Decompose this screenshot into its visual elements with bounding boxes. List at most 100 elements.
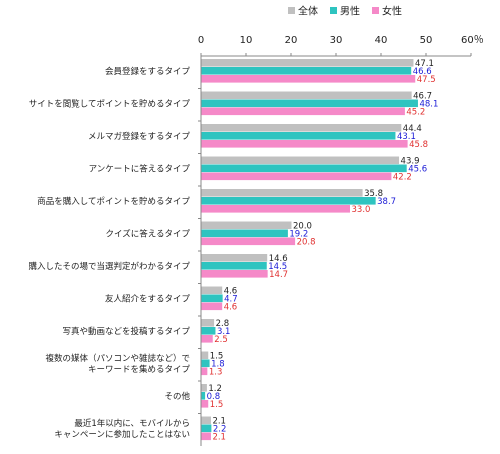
value-label: 14.5 [268,262,287,272]
value-label: 42.2 [393,172,412,182]
category-label: クイズに答えるタイプ [106,228,191,239]
value-label: 14.7 [269,270,288,280]
value-label: 33.0 [352,205,371,215]
value-label: 0.8 [207,392,221,402]
x-tick-label: 0 [198,35,204,46]
bar-全体 [201,286,223,295]
bar-男性 [201,132,396,140]
bar-男性 [201,99,418,108]
category-label: 最近1年以内に、モバイルから [74,418,190,429]
x-tick-label: 40 [375,35,388,46]
value-label: 1.3 [209,367,223,377]
bar-全体 [201,351,209,360]
legend-swatch-2 [330,7,337,14]
bar-全体 [201,91,412,100]
bar-全体 [201,124,402,132]
category-label: メルマガ登録をするタイプ [88,131,191,142]
value-label: 1.2 [208,384,222,394]
value-label: 2.2 [213,424,227,434]
bar-全体 [201,416,211,425]
value-label: 44.4 [403,124,422,134]
bar-女性 [201,172,392,181]
category-label: キャンペーンに参加したことはない [54,429,190,440]
bar-女性 [201,432,211,441]
value-label: 45.8 [409,140,428,150]
value-label: 2.1 [212,416,226,426]
value-label: 2.1 [212,432,226,442]
legend-label-3: 女性 [382,5,402,18]
bar-女性 [201,335,213,343]
bar-女性 [201,107,405,116]
bar-女性 [201,140,408,148]
category-label: 複数の媒体（パソコンや雑誌など）で [45,353,190,364]
category-label: 商品を購入してポイントを貯めるタイプ [37,196,190,207]
bar-男性 [201,392,206,400]
bar-男性 [201,327,216,335]
bar-女性 [201,367,208,376]
legend-swatch-1 [288,7,295,14]
bar-全体 [201,59,414,67]
value-label: 2.5 [214,335,228,345]
bar-男性 [201,229,288,238]
bar-全体 [201,319,215,327]
bar-男性 [201,424,212,433]
value-label: 38.7 [377,197,396,207]
x-tick-label: 10 [240,35,253,46]
bar-全体 [201,156,400,165]
category-label: サイトを閲覧してポイントを貯めるタイプ [29,98,191,109]
category-label: 友人紹介をするタイプ [105,293,191,304]
value-label: 1.8 [211,359,225,369]
value-label: 3.1 [217,327,231,337]
value-label: 20.8 [297,237,316,247]
legend-swatch-3 [372,7,379,14]
value-label: 1.5 [210,351,224,361]
category-label: アンケートに答えるタイプ [89,163,191,174]
bar-男性 [201,359,210,368]
value-label: 14.6 [269,254,288,264]
bar-女性 [201,205,350,213]
x-tick-label: 60％ [461,35,484,46]
value-label: 47.5 [417,75,436,85]
bar-男性 [201,294,223,303]
value-label: 43.1 [397,132,416,142]
bar-女性 [201,75,416,83]
category-label: 会員登録をするタイプ [105,66,191,77]
bar-女性 [201,400,209,408]
legend-label-1: 全体 [298,5,318,18]
value-label: 45.2 [406,107,425,117]
category-label: 写真や動画などを投稿するタイプ [62,326,190,337]
bar-男性 [201,262,267,270]
x-tick-label: 20 [285,35,298,46]
value-label: 1.5 [210,400,224,410]
bar-全体 [201,189,363,197]
x-tick-label: 30 [330,35,343,46]
bar-女性 [201,270,268,278]
bar-全体 [201,221,292,230]
value-label: 2.8 [216,319,230,329]
bar-全体 [201,384,207,392]
bar-全体 [201,254,268,262]
legend-label-2: 男性 [340,5,360,18]
bar-男性 [201,197,376,205]
bar-男性 [201,67,412,75]
category-label: その他 [164,391,190,402]
value-label: 35.8 [364,189,383,199]
value-label: 20.0 [293,221,312,231]
x-tick-label: 50 [420,35,433,46]
value-label: 19.2 [289,229,308,239]
value-label: 46.6 [413,67,432,77]
value-label: 48.1 [419,99,438,109]
value-label: 45.6 [408,164,427,174]
value-label: 47.1 [415,59,434,69]
category-label: 購入したその場で当選判定がわかるタイプ [28,261,190,272]
value-label: 4.6 [224,302,238,312]
bar-女性 [201,237,296,246]
bar-女性 [201,302,223,311]
value-label: 43.9 [401,156,420,166]
value-label: 46.7 [413,91,432,101]
category-label: キーワードを集めるタイプ [88,364,191,375]
value-label: 4.7 [224,294,238,304]
value-label: 4.6 [224,286,238,296]
